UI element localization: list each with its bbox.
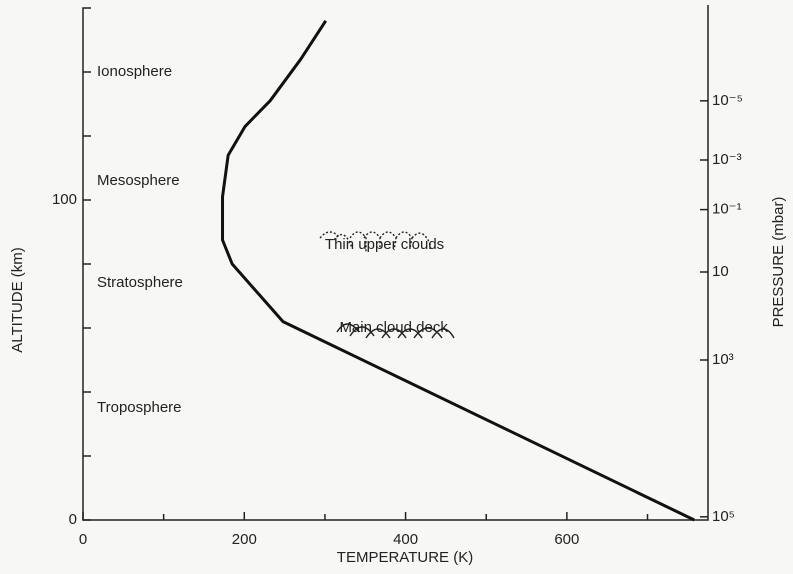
main-cloud-deck — [336, 323, 455, 339]
annotation: Stratosphere — [97, 274, 183, 291]
y2-tick-label: 10⁻¹ — [712, 201, 742, 218]
y2-axis-label: PRESSURE (mbar) — [770, 197, 787, 328]
annotation: Mesosphere — [97, 172, 180, 189]
x-axis-label: TEMPERATURE (K) — [337, 549, 473, 566]
y-tick-label: 100 — [52, 191, 77, 208]
temperature-line — [221, 19, 695, 522]
x-tick-label: 600 — [554, 531, 579, 548]
x-tick-label: 0 — [79, 531, 87, 548]
annotation: Ionosphere — [97, 63, 172, 80]
annotation: Troposphere — [97, 399, 182, 416]
x-tick-label: 400 — [393, 531, 418, 548]
y2-tick-label: 10⁻³ — [712, 151, 742, 168]
y2-tick-label: 10 — [712, 263, 729, 280]
x-tick-label: 200 — [232, 531, 257, 548]
annotation: Main cloud deck — [339, 319, 448, 336]
y2-tick-label: 10⁵ — [712, 508, 735, 525]
y2-tick-label: 10⁻⁵ — [712, 92, 743, 109]
annotation: Thin upper clouds — [325, 236, 444, 253]
y-tick-label: 0 — [69, 511, 77, 528]
y-axis-label: ALTITUDE (km) — [9, 247, 26, 353]
axes — [82, 5, 709, 521]
y2-tick-label: 10³ — [712, 351, 734, 368]
